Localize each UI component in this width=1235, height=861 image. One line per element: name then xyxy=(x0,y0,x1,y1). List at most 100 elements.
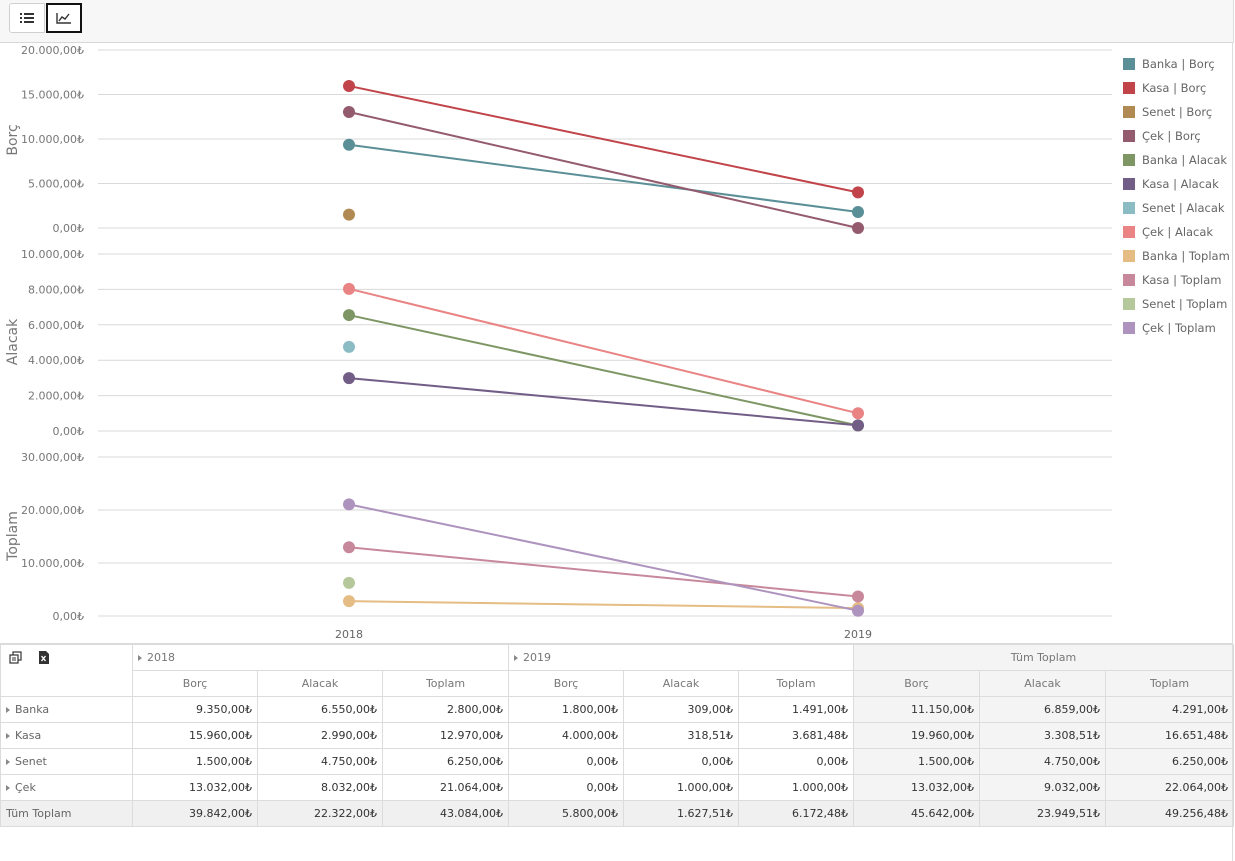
pivot-row-label: Senet xyxy=(15,755,47,768)
pivot-cell: 1.000,00₺ xyxy=(738,774,854,801)
pivot-cell: 22.322,00₺ xyxy=(257,800,383,827)
pivot-row-header[interactable]: Kasa xyxy=(0,722,133,749)
pivot-cell: 12.970,00₺ xyxy=(382,722,509,749)
legend-label: Çek | Toplam xyxy=(1142,321,1216,335)
pivot-cell: 9.350,00₺ xyxy=(132,696,258,723)
pivot-measure-header: Alacak xyxy=(979,670,1106,697)
chart-view-button[interactable] xyxy=(46,3,82,33)
pivot-cell: 6.550,00₺ xyxy=(257,696,383,723)
legend-item[interactable]: Kasa | Alacak xyxy=(1123,172,1230,196)
legend-item[interactable]: Senet | Toplam xyxy=(1123,292,1230,316)
legend-label: Senet | Toplam xyxy=(1142,297,1228,311)
pivot-cell: 318,51₺ xyxy=(623,722,739,749)
legend-swatch xyxy=(1123,82,1135,94)
line-chart-icon xyxy=(56,13,71,24)
legend-label: Kasa | Borç xyxy=(1142,81,1207,95)
pivot-cell: 45.642,00₺ xyxy=(853,800,980,827)
pivot-row-header[interactable]: Banka xyxy=(0,696,133,723)
year-label: 2019 xyxy=(523,651,551,664)
legend-item[interactable]: Senet | Alacak xyxy=(1123,196,1230,220)
legend-item[interactable]: Çek | Alacak xyxy=(1123,220,1230,244)
data-point xyxy=(852,222,864,234)
pivot-measure-header: Toplam xyxy=(382,670,509,697)
data-point xyxy=(343,340,355,353)
pivot-cell: 2.990,00₺ xyxy=(257,722,383,749)
y-tick-label: 30.000,00₺ xyxy=(21,451,84,464)
data-point xyxy=(852,419,864,432)
legend-swatch xyxy=(1123,58,1135,70)
pivot-cell: 11.150,00₺ xyxy=(853,696,980,723)
data-point xyxy=(852,604,864,617)
pivot-row: Çek 13.032,00₺ 8.032,00₺ 21.064,00₺ 0,00₺ 1.0… xyxy=(0,774,1235,801)
pivot-row: Senet 1.500,00₺ 4.750,00₺ 6.250,00₺ 0,00₺ 0,0… xyxy=(0,748,1235,775)
list-view-button[interactable] xyxy=(9,3,45,33)
pivot-row-label: Çek xyxy=(15,781,36,794)
pivot-grid: 2018 2019 Tüm Toplam Borç Alacak Toplam Bor… xyxy=(0,643,1235,827)
legend-label: Çek | Alacak xyxy=(1142,225,1214,239)
pivot-cell: 1.000,00₺ xyxy=(623,774,739,801)
x-tick-label: 2018 xyxy=(335,628,363,641)
pivot-cell: 8.032,00₺ xyxy=(257,774,383,801)
pivot-year-header-2019[interactable]: 2019 xyxy=(508,644,854,671)
legend-label: Banka | Borç xyxy=(1142,57,1215,71)
series-line xyxy=(348,314,859,427)
y-tick-label: 20.000,00₺ xyxy=(21,44,84,57)
pivot-cell: 0,00₺ xyxy=(508,774,624,801)
x-tick-label: 2019 xyxy=(844,628,872,641)
legend-item[interactable]: Banka | Alacak xyxy=(1123,148,1230,172)
y-tick-label: 0,00₺ xyxy=(53,222,85,235)
data-point xyxy=(343,282,355,295)
series-line xyxy=(348,600,859,610)
pivot-cell: 4.750,00₺ xyxy=(979,748,1106,775)
chart-legend: Banka | Borç Kasa | Borç Senet | Borç Çek |… xyxy=(1123,52,1230,340)
expand-arrow-icon xyxy=(514,655,518,661)
pivot-row-label: Tüm Toplam xyxy=(6,807,72,820)
y-axis-label: Alacak xyxy=(5,318,21,365)
legend-item[interactable]: Çek | Toplam xyxy=(1123,316,1230,340)
pivot-cell: 1.500,00₺ xyxy=(132,748,258,775)
legend-item[interactable]: Kasa | Toplam xyxy=(1123,268,1230,292)
y-tick-label: 20.000,00₺ xyxy=(21,504,84,517)
legend-label: Senet | Alacak xyxy=(1142,201,1225,215)
legend-item[interactable]: Banka | Borç xyxy=(1123,52,1230,76)
legend-swatch xyxy=(1123,322,1135,334)
data-point xyxy=(343,138,355,151)
pivot-cell: 22.064,00₺ xyxy=(1104,774,1235,801)
pivot-cell: 2.800,00₺ xyxy=(382,696,509,723)
excel-export-icon[interactable] xyxy=(38,651,50,664)
pivot-row-label: Kasa xyxy=(15,729,42,742)
data-point xyxy=(343,208,355,221)
pivot-body: Banka 9.350,00₺ 6.550,00₺ 2.800,00₺ 1.800,00… xyxy=(0,696,1235,827)
pivot-cell: 3.681,48₺ xyxy=(738,722,854,749)
pivot-cell: 9.032,00₺ xyxy=(979,774,1106,801)
pivot-cell: 0,00₺ xyxy=(738,748,854,775)
pivot-row-header[interactable]: Senet xyxy=(0,748,133,775)
legend-swatch xyxy=(1123,106,1135,118)
data-point xyxy=(852,590,864,603)
pivot-cell: 6.250,00₺ xyxy=(1104,748,1235,775)
series-line xyxy=(348,111,859,229)
y-axis-label: Toplam xyxy=(5,511,21,562)
pivot-cell: 1.491,00₺ xyxy=(738,696,854,723)
pivot-cell: 0,00₺ xyxy=(508,748,624,775)
legend-item[interactable]: Çek | Borç xyxy=(1123,124,1230,148)
legend-label: Banka | Toplam xyxy=(1142,249,1230,263)
series-line xyxy=(348,143,859,213)
legend-item[interactable]: Senet | Borç xyxy=(1123,100,1230,124)
y-tick-label: 0,00₺ xyxy=(53,425,85,438)
pivot-row: Kasa 15.960,00₺ 2.990,00₺ 12.970,00₺ 4.000,0… xyxy=(0,722,1235,749)
pivot-row-label: Banka xyxy=(15,703,50,716)
pivot-year-header-2018[interactable]: 2018 xyxy=(132,644,509,671)
pivot-cell: 309,00₺ xyxy=(623,696,739,723)
pivot-measure-header: Alacak xyxy=(257,670,383,697)
expand-arrow-icon xyxy=(6,759,10,765)
legend-swatch xyxy=(1123,250,1135,262)
series-line xyxy=(348,546,859,598)
pivot-row-header[interactable]: Çek xyxy=(0,774,133,801)
pivot-cell: 13.032,00₺ xyxy=(853,774,980,801)
field-chooser-icon[interactable] xyxy=(9,651,22,664)
legend-item[interactable]: Kasa | Borç xyxy=(1123,76,1230,100)
pivot-cell: 6.250,00₺ xyxy=(382,748,509,775)
legend-item[interactable]: Banka | Toplam xyxy=(1123,244,1230,268)
pivot-cell: 4.750,00₺ xyxy=(257,748,383,775)
